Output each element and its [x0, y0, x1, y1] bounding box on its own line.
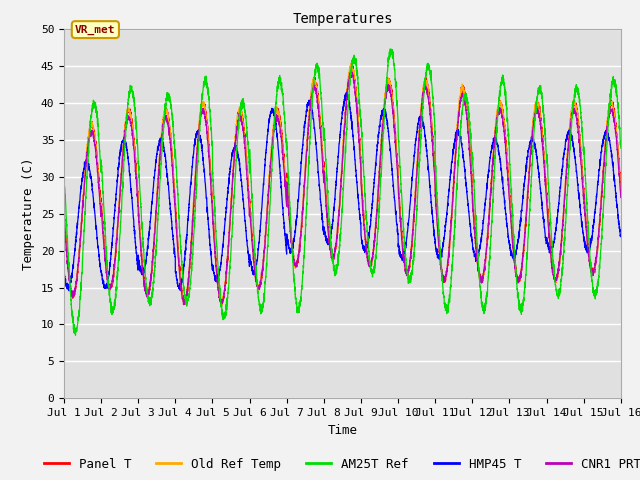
HMP45 T	[499, 182, 507, 188]
AM25T Ref	[436, 254, 444, 260]
CNR1 PRT	[499, 119, 507, 125]
HMP45 T	[322, 234, 330, 240]
Old Ref Temp	[160, 113, 168, 119]
Line: Old Ref Temp: Old Ref Temp	[64, 63, 621, 305]
Title: Temperatures: Temperatures	[292, 12, 393, 26]
HMP45 T	[436, 252, 444, 258]
Line: Panel T: Panel T	[64, 64, 621, 304]
Panel T	[436, 259, 444, 264]
Text: VR_met: VR_met	[75, 24, 116, 35]
AM25T Ref	[499, 75, 507, 81]
Y-axis label: Temperature (C): Temperature (C)	[22, 157, 35, 270]
CNR1 PRT	[322, 197, 330, 203]
Line: CNR1 PRT: CNR1 PRT	[64, 71, 621, 305]
CNR1 PRT	[468, 176, 476, 181]
Panel T	[616, 178, 624, 184]
Old Ref Temp	[617, 190, 625, 195]
AM25T Ref	[387, 46, 394, 52]
CNR1 PRT	[436, 262, 444, 267]
Old Ref Temp	[322, 196, 330, 202]
HMP45 T	[161, 149, 168, 155]
Panel T	[160, 113, 168, 119]
AM25T Ref	[616, 140, 624, 146]
HMP45 T	[65, 288, 73, 294]
AM25T Ref	[72, 332, 79, 338]
AM25T Ref	[161, 115, 168, 120]
Old Ref Temp	[60, 211, 68, 217]
CNR1 PRT	[616, 188, 624, 193]
Panel T	[180, 301, 188, 307]
Panel T	[617, 185, 625, 191]
X-axis label: Time: Time	[328, 424, 357, 437]
HMP45 T	[468, 231, 476, 237]
Line: HMP45 T: HMP45 T	[64, 92, 621, 291]
Legend: Panel T, Old Ref Temp, AM25T Ref, HMP45 T, CNR1 PRT: Panel T, Old Ref Temp, AM25T Ref, HMP45 …	[38, 453, 640, 476]
Panel T	[60, 204, 68, 210]
CNR1 PRT	[60, 214, 68, 220]
HMP45 T	[60, 274, 68, 280]
Panel T	[468, 164, 476, 170]
HMP45 T	[342, 89, 350, 95]
AM25T Ref	[617, 145, 625, 151]
AM25T Ref	[468, 144, 476, 150]
Line: AM25T Ref: AM25T Ref	[64, 49, 621, 335]
Old Ref Temp	[468, 172, 476, 178]
CNR1 PRT	[160, 120, 168, 126]
Panel T	[348, 61, 356, 67]
Old Ref Temp	[616, 185, 624, 191]
Old Ref Temp	[347, 60, 355, 66]
Old Ref Temp	[218, 302, 226, 308]
HMP45 T	[616, 233, 624, 239]
Panel T	[499, 108, 507, 114]
AM25T Ref	[322, 157, 330, 163]
AM25T Ref	[60, 174, 68, 180]
CNR1 PRT	[180, 302, 188, 308]
Old Ref Temp	[499, 112, 507, 118]
CNR1 PRT	[347, 68, 355, 74]
HMP45 T	[617, 232, 625, 238]
Old Ref Temp	[436, 260, 444, 266]
Panel T	[322, 188, 330, 193]
CNR1 PRT	[617, 194, 625, 200]
